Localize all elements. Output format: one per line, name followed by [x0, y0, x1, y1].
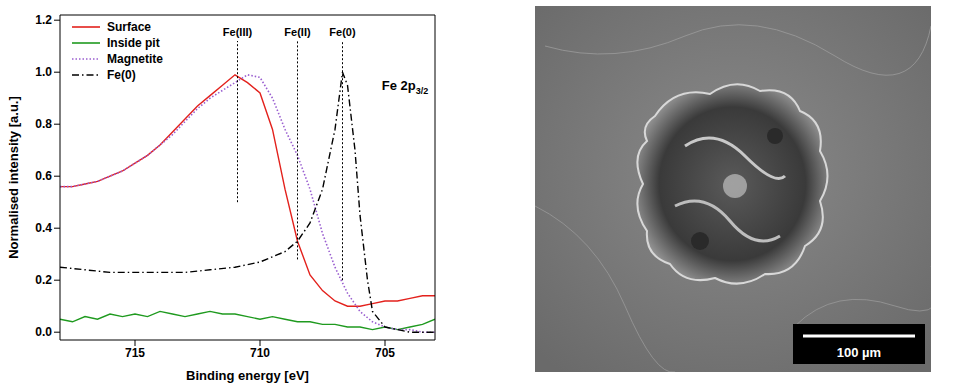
svg-text:Fe(III): Fe(III)	[223, 26, 253, 38]
svg-text:Fe(0): Fe(0)	[329, 26, 356, 38]
html-text:Magnetite: Magnetite	[107, 52, 163, 66]
svg-text:710: 710	[250, 346, 270, 360]
html-text:Inside pit: Inside pit	[107, 36, 160, 50]
svg-text:715: 715	[125, 346, 145, 360]
svg-text:0.4: 0.4	[35, 221, 52, 235]
svg-text:Fe(II): Fe(II)	[284, 26, 311, 38]
svg-text:0.6: 0.6	[35, 169, 52, 183]
svg-text:0.8: 0.8	[35, 117, 52, 131]
svg-text:1.0: 1.0	[35, 65, 52, 79]
svg-text:Fe 2p3/2: Fe 2p3/2	[382, 78, 428, 96]
html-text:Surface: Surface	[107, 20, 151, 34]
svg-text:Binding energy [eV]: Binding energy [eV]	[186, 368, 309, 383]
svg-text:705: 705	[375, 346, 395, 360]
svg-text:100 µm: 100 µm	[837, 345, 881, 360]
svg-text:Normalised intensity [a.u.]: Normalised intensity [a.u.]	[6, 96, 21, 259]
svg-text:0.0: 0.0	[35, 325, 52, 339]
svg-text:0.2: 0.2	[35, 273, 52, 287]
html-text:Fe(0): Fe(0)	[107, 68, 136, 82]
svg-text:1.2: 1.2	[35, 13, 52, 27]
